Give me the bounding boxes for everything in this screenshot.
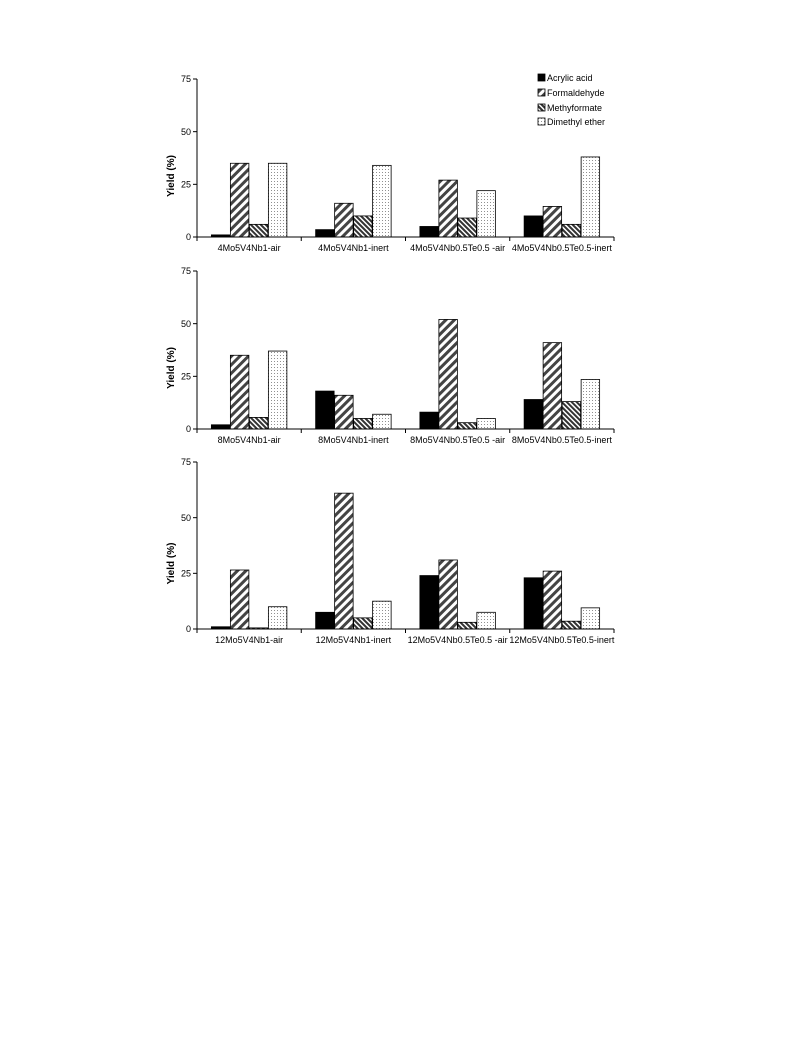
bar-formaldehyde-2: [334, 492, 354, 630]
x-category-label: 4Mo5V4Nb0.5Te0.5-inert: [512, 243, 613, 253]
x-category-label: 8Mo5V4Nb1-inert: [318, 435, 389, 445]
legend-swatch-acrylic-acid: [537, 73, 546, 82]
y-tick-label: 25: [181, 180, 191, 190]
y-tick-label: 50: [181, 513, 191, 523]
bar-methyformate-2: [353, 418, 373, 430]
bar-dimethyl-ether-3: [476, 611, 496, 630]
y-tick-label: 25: [181, 372, 191, 382]
x-category-label: 12Mo5V4Nb0.5Te0.5 -air: [408, 635, 508, 645]
x-category-label: 12Mo5V4Nb1-air: [215, 635, 283, 645]
bar-formaldehyde-1: [229, 354, 250, 430]
legend-label-formaldehyde: Formaldehyde: [547, 88, 605, 98]
legend-label-methyformate: Methyformate: [547, 103, 602, 113]
x-category-label: 4Mo5V4Nb0.5Te0.5 -air: [410, 243, 505, 253]
bar-dimethyl-ether-3: [476, 418, 496, 430]
bar-formaldehyde-2: [334, 202, 354, 238]
y-tick-label: 0: [186, 624, 191, 634]
bar-acrylic-acid-4: [523, 399, 544, 430]
bar-methyformate-1: [248, 223, 269, 238]
y-axis-title: Yield (%): [166, 347, 177, 389]
y-tick-label: 50: [181, 319, 191, 329]
bar-acrylic-acid-2: [315, 611, 335, 630]
bar-methyformate-3: [457, 621, 477, 630]
x-category-label: 12Mo5V4Nb1-inert: [316, 635, 392, 645]
bar-formaldehyde-3: [438, 559, 458, 630]
x-category-label: 8Mo5V4Nb0.5Te0.5-inert: [512, 435, 613, 445]
bar-acrylic-acid-2: [315, 390, 335, 430]
bar-methyformate-4: [561, 223, 582, 238]
bar-dimethyl-ether-2: [372, 413, 392, 430]
bar-acrylic-acid-2: [315, 229, 335, 238]
bar-methyformate-2: [353, 215, 373, 238]
x-category-label: 8Mo5V4Nb0.5Te0.5 -air: [410, 435, 505, 445]
x-category-label: 4Mo5V4Nb1-inert: [318, 243, 389, 253]
bar-dimethyl-ether-4: [580, 156, 601, 238]
y-tick-label: 75: [181, 74, 191, 84]
bar-acrylic-acid-3: [419, 226, 439, 238]
bar-formaldehyde-3: [438, 179, 458, 238]
bar-methyformate-1: [248, 417, 269, 430]
chart-panel-2: 0 25 50 75 8Mo5V4Nb1-air 8Mo5V4Nb1-inert 8Mo5V…: [166, 266, 615, 445]
bar-acrylic-acid-3: [419, 575, 439, 630]
bar-formaldehyde-3: [438, 319, 458, 430]
x-category-label: 4Mo5V4Nb1-air: [218, 243, 281, 253]
bar-acrylic-acid-4: [523, 577, 544, 630]
bar-acrylic-acid-1: [210, 424, 231, 430]
y-axis-title: Yield (%): [166, 155, 177, 197]
bar-formaldehyde-1: [229, 569, 250, 630]
bar-formaldehyde-4: [542, 342, 563, 430]
bar-dimethyl-ether-4: [580, 379, 601, 430]
bar-acrylic-acid-3: [419, 411, 439, 430]
legend-swatch-dimethyl-ether: [537, 117, 546, 126]
bar-formaldehyde-4: [542, 206, 563, 238]
bar-dimethyl-ether-4: [580, 607, 601, 630]
bar-dimethyl-ether-2: [372, 600, 392, 630]
bar-dimethyl-ether-1: [267, 606, 288, 630]
legend-swatch-formaldehyde: [537, 88, 546, 97]
bar-methyformate-4: [561, 620, 582, 630]
bar-formaldehyde-4: [542, 570, 563, 630]
legend-label-acrylic-acid: Acrylic acid: [547, 73, 593, 83]
y-tick-label: 0: [186, 424, 191, 434]
bar-formaldehyde-1: [229, 162, 250, 238]
y-tick-label: 0: [186, 232, 191, 242]
y-tick-label: 25: [181, 569, 191, 579]
legend-swatch-methyformate: [537, 103, 546, 112]
x-category-label: 12Mo5V4Nb0.5Te0.5-inert: [509, 635, 615, 645]
y-axis-title: Yield (%): [166, 543, 177, 585]
legend-label-dimethyl-ether: Dimethyl ether: [547, 117, 605, 127]
bar-dimethyl-ether-2: [372, 164, 392, 238]
chart-panel-3: 0 25 50 75 12Mo5V4Nb1-air 12Mo5V4Nb1-inert 12M…: [166, 457, 615, 645]
y-tick-label: 75: [181, 266, 191, 276]
y-tick-label: 75: [181, 457, 191, 467]
bar-methyformate-4: [561, 401, 582, 430]
y-tick-label: 50: [181, 127, 191, 137]
chart-panel-1: 0 25 50 75 4Mo5V4Nb1-air 4Mo5V4Nb1-inert 4Mo5V…: [166, 74, 615, 253]
bar-dimethyl-ether-1: [267, 162, 288, 238]
bar-methyformate-3: [457, 217, 477, 238]
legend: Acrylic acid Formaldehyde Methyformate D…: [537, 73, 605, 127]
bar-formaldehyde-2: [334, 394, 354, 430]
x-category-label: 8Mo5V4Nb1-air: [218, 435, 281, 445]
bar-acrylic-acid-4: [523, 215, 544, 238]
bar-methyformate-3: [457, 422, 477, 430]
bar-dimethyl-ether-3: [476, 190, 496, 238]
bar-dimethyl-ether-1: [267, 350, 288, 430]
bar-methyformate-2: [353, 617, 373, 630]
